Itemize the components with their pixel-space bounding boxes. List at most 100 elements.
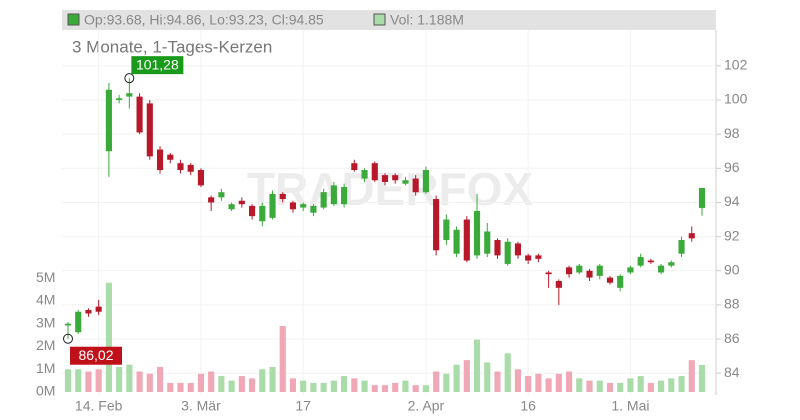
candle-body [361, 170, 368, 179]
extreme-label: 86,02 [78, 347, 113, 363]
volume-bar [105, 282, 112, 392]
volume-bar [647, 382, 654, 392]
volume-bar [422, 385, 429, 392]
x-tick-label: 14. Feb [75, 398, 123, 414]
ohlc-header: Op:93.68, Hi:94.86, Lo:93.23, Cl:94.85 [84, 12, 324, 28]
volume-bar [218, 376, 225, 392]
candle-body [392, 175, 399, 181]
volume-bar [64, 369, 72, 392]
candle-body [136, 96, 143, 133]
candle-body [105, 89, 112, 152]
candle-body [95, 306, 102, 312]
candle-body [289, 202, 297, 210]
volume-bar [320, 382, 327, 392]
candle-body [402, 180, 409, 184]
volume-bar [146, 373, 153, 392]
candle-body [187, 164, 194, 172]
candle-body [310, 205, 317, 213]
volume-bar [514, 369, 522, 392]
candle-body [647, 260, 654, 263]
candle-body [484, 231, 491, 254]
candle-body [116, 98, 123, 101]
candle-body [167, 154, 174, 160]
candle-body [688, 233, 695, 239]
candle-body [586, 270, 593, 278]
candle-body [146, 103, 153, 157]
y-tick-label: 94 [724, 193, 740, 209]
volume-bar [678, 376, 685, 392]
volume-bar [371, 385, 378, 392]
candle-body [341, 187, 348, 205]
volume-tick-label: 5M [36, 269, 55, 285]
volume-tick-label: 4M [36, 292, 55, 308]
candle-body [238, 200, 245, 205]
extreme-marker [124, 73, 135, 84]
candle-body [330, 185, 337, 205]
candle-body [269, 193, 276, 218]
volume-bar [596, 380, 603, 392]
candle-body [555, 281, 562, 288]
volume-bar [484, 362, 491, 392]
volume-bar [259, 369, 266, 392]
subtitle: 3 Monate, 1-Tages-Kerzen [72, 37, 272, 56]
y-tick-label: 98 [724, 125, 740, 141]
volume-bar [279, 325, 286, 392]
volume-bar [525, 376, 532, 392]
candle-body [698, 187, 706, 208]
candle-body [535, 255, 542, 259]
volume-bar [310, 382, 317, 392]
candle-body [565, 267, 573, 275]
candle-body [606, 277, 614, 283]
candle-body [422, 170, 429, 193]
candle-body [668, 262, 675, 266]
volume-bar [361, 380, 368, 392]
volume-bar [463, 360, 470, 392]
volume-tick-label: 2M [36, 337, 55, 353]
x-tick-label: 1. Mai [611, 398, 649, 414]
volume-bar [617, 382, 624, 392]
candle-body [494, 240, 501, 256]
volume-bar [668, 378, 675, 392]
header-bar [62, 10, 716, 30]
volume-bar [351, 378, 358, 392]
candle-body [177, 163, 184, 171]
volume-bar [136, 371, 143, 392]
watermark: TRADERFOX [247, 163, 534, 215]
y-tick-label: 100 [724, 91, 748, 107]
candle-body [371, 163, 378, 181]
volume-tick-label: 1M [36, 360, 55, 376]
candle-body [75, 311, 82, 333]
volume-bar [95, 369, 102, 392]
volume-bar [504, 353, 511, 392]
volume-bar [300, 380, 307, 392]
volume-bar [156, 366, 164, 392]
volume-bar [341, 376, 348, 392]
volume-bar [433, 371, 440, 392]
candle-body [208, 197, 215, 203]
candle-body [126, 93, 133, 97]
candle-body [381, 175, 389, 182]
candle-body [545, 272, 552, 275]
volume-bar [402, 380, 409, 392]
candle-body [514, 243, 522, 256]
volume-bar [75, 369, 82, 392]
candle-body [658, 265, 665, 273]
candle-body [453, 229, 460, 254]
y-tick-label: 88 [724, 296, 740, 312]
volume-bar [289, 378, 297, 392]
volume-bar [443, 373, 450, 392]
candle-body [443, 219, 450, 241]
volume-bar [688, 360, 695, 392]
y-tick-label: 92 [724, 227, 740, 243]
volume-bar [606, 382, 614, 392]
volume-bar [248, 378, 256, 392]
candle-body [473, 211, 481, 256]
volume-bar [535, 373, 542, 392]
candle-body [576, 265, 583, 273]
volume-bar [167, 382, 174, 392]
volume-bar [627, 378, 634, 392]
legend-swatch [67, 13, 80, 26]
volume-bar [453, 364, 460, 392]
x-tick-label: 17 [295, 398, 311, 414]
